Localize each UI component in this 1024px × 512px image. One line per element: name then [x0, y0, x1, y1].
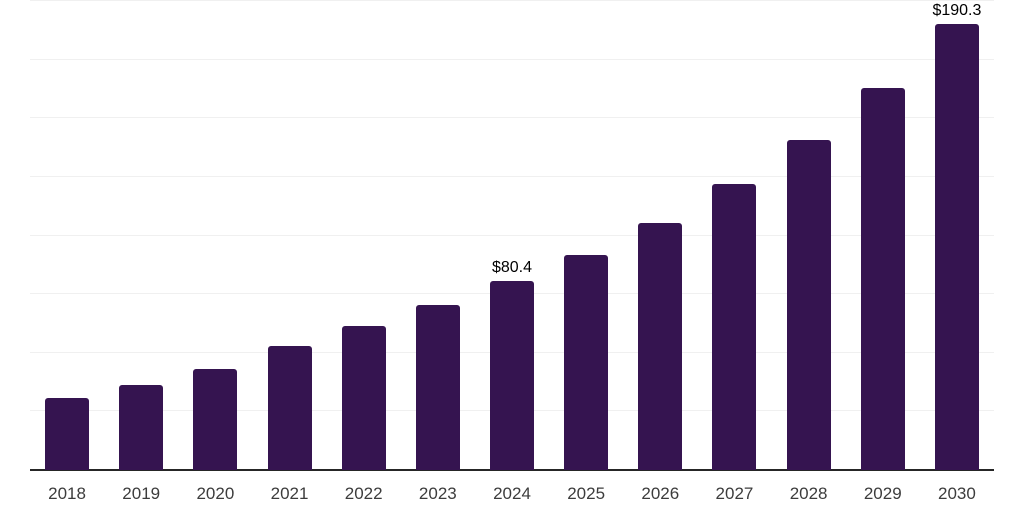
bar-value-label-2024: $80.4	[491, 259, 533, 277]
bar-value-label-2030: $190.3	[932, 1, 982, 19]
x-tick-label-2026: 2026	[641, 484, 680, 503]
x-tick-label-2028: 2028	[789, 484, 828, 503]
bar-2023	[415, 305, 460, 470]
gridline	[30, 234, 994, 236]
x-tick-label-2019: 2019	[122, 484, 161, 503]
x-tick-label-2023: 2023	[418, 484, 457, 503]
gridline	[30, 58, 994, 60]
x-tick-label-2022: 2022	[344, 484, 383, 503]
x-tick-label-2021: 2021	[270, 484, 309, 503]
bar-2026	[638, 222, 683, 470]
plot-area: $80.4 $190.3	[30, 0, 994, 471]
bar-2024	[490, 281, 534, 470]
x-tick-label-2027: 2027	[715, 484, 754, 503]
x-tick-label-2020: 2020	[196, 484, 235, 503]
bar-2020	[193, 369, 238, 470]
bar-2022	[341, 325, 386, 470]
gridline	[30, 175, 994, 177]
bar-2030	[934, 23, 979, 470]
x-tick-label-2024: 2024	[493, 484, 531, 503]
x-tick-label-2030: 2030	[938, 484, 976, 503]
bar-2021	[267, 345, 312, 470]
bar-2028	[786, 139, 831, 470]
x-tick-label-2018: 2018	[48, 484, 86, 503]
bar-2029	[860, 88, 905, 470]
bar-2025	[564, 254, 609, 470]
gridline	[30, 117, 994, 119]
bar-2027	[712, 184, 757, 470]
bar-2018	[45, 398, 90, 470]
gridline	[30, 0, 994, 1]
x-axis-line	[30, 469, 994, 471]
bar-2019	[119, 384, 164, 470]
x-tick-label-2025: 2025	[567, 484, 606, 503]
x-tick-label-2029: 2029	[863, 484, 902, 503]
